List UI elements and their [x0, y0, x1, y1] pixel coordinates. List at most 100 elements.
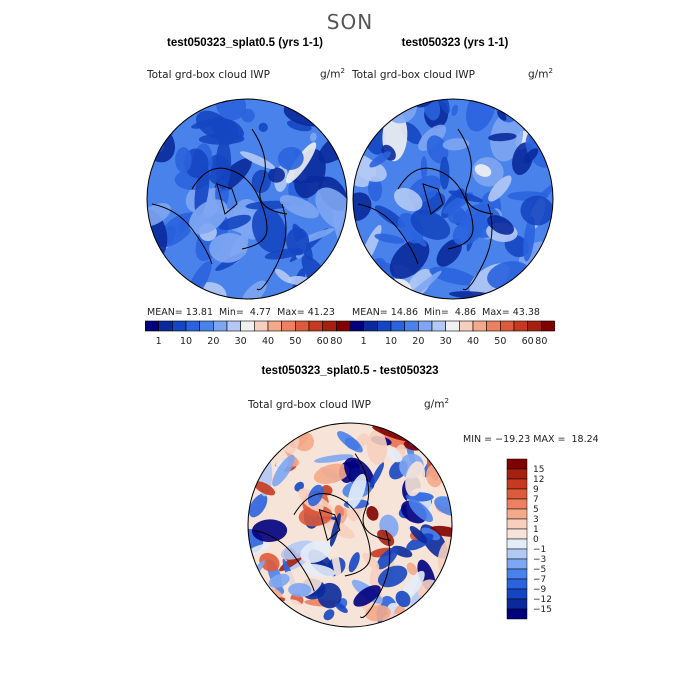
- left-max-label: Max=: [277, 307, 305, 318]
- field-patch: [353, 585, 381, 607]
- colorbar-swatch: [506, 558, 528, 570]
- field-patch: [376, 547, 399, 570]
- field-patch: [520, 275, 553, 299]
- field-patch: [435, 606, 452, 623]
- colorbar-tick-label: −12: [533, 595, 552, 605]
- field-patch: [279, 195, 320, 219]
- right-panel-title: test050323 (yrs 1-1): [401, 37, 509, 49]
- field-patch: [175, 147, 192, 173]
- colorbar-swatch: [390, 320, 405, 332]
- left-mean-label: MEAN=: [147, 307, 183, 318]
- colorbar-tick-label: 15: [533, 465, 544, 475]
- colorbar-swatch: [281, 320, 296, 332]
- colorbar-swatch: [472, 320, 487, 332]
- colorbar-tick-label: 40: [467, 336, 479, 347]
- field-patch: [474, 164, 492, 177]
- field-patch: [335, 99, 347, 113]
- colorbar-swatch: [506, 548, 528, 560]
- field-patch: [434, 619, 446, 627]
- coastline: [354, 453, 391, 541]
- field-patch: [147, 116, 162, 142]
- field-patch: [314, 454, 354, 463]
- field-patch: [277, 146, 304, 170]
- field-patch: [218, 214, 252, 231]
- colorbar-tick-label: 10: [385, 336, 397, 347]
- colorbar-tick-label: 12: [533, 475, 544, 485]
- colorbar-swatch: [459, 320, 474, 332]
- field-patch: [147, 203, 171, 227]
- right-colorbar-ticks: 1 10 20 30 40 50 60 80: [361, 336, 548, 347]
- diff-panel-title: test050323_splat0.5 - test050323: [261, 365, 439, 377]
- coastline: [191, 167, 268, 250]
- colorbar-tick-label: −3: [533, 555, 546, 565]
- field-patch: [451, 104, 459, 116]
- right-max-value: 43.38: [512, 307, 540, 318]
- field-patch: [147, 99, 170, 126]
- coastline: [422, 183, 444, 215]
- field-patch: [307, 484, 324, 507]
- field-patch: [452, 218, 484, 246]
- field-patch: [317, 582, 342, 609]
- field-patch: [300, 540, 332, 563]
- diff-minmax: MIN = −19.23 MAX = 18.24: [463, 434, 599, 445]
- field-patch: [209, 232, 248, 263]
- colorbar-tick-label: −15: [533, 605, 552, 615]
- field-patch: [410, 210, 451, 240]
- colorbar-swatch: [513, 320, 528, 332]
- right-max-label: Max=: [482, 307, 510, 318]
- field-patch: [368, 176, 383, 202]
- colorbar-swatch: [308, 320, 323, 332]
- colorbar-tick-label: 10: [180, 336, 192, 347]
- colorbar-swatch: [506, 458, 528, 470]
- field-patch: [248, 493, 268, 518]
- colorbar-tick-label: 30: [440, 336, 452, 347]
- field-patch: [501, 285, 536, 297]
- field-patch: [438, 423, 452, 443]
- colorbar-swatch: [506, 518, 528, 530]
- colorbar-swatch: [506, 488, 528, 500]
- colorbar-tick-label: 1: [361, 336, 367, 347]
- colorbar-swatch: [500, 320, 515, 332]
- colorbar-swatch: [199, 320, 214, 332]
- field-patch: [408, 499, 433, 523]
- field-patch: [409, 526, 428, 544]
- colorbar-tick-label: −9: [533, 585, 547, 595]
- colorbar-swatch: [226, 320, 241, 332]
- colorbar-swatch: [213, 320, 228, 332]
- left-panel-title: test050323_splat0.5 (yrs 1-1): [167, 37, 323, 49]
- field-patch: [395, 590, 411, 608]
- field-patch: [523, 99, 553, 118]
- field-patch: [253, 481, 276, 496]
- field-patch: [258, 122, 268, 132]
- colorbar-tick-label: 9: [533, 485, 539, 495]
- map-outline: [352, 98, 554, 300]
- colorbar-tick-label: −7: [533, 575, 546, 585]
- coastline: [357, 203, 419, 265]
- colorbar-swatch: [506, 528, 528, 540]
- coastline: [462, 203, 493, 291]
- field-patch: [372, 426, 410, 442]
- field-patch: [240, 151, 276, 170]
- field-patch: [440, 444, 452, 469]
- right-min-value: 4.86: [454, 307, 477, 318]
- colorbar-tick-label: 60: [522, 336, 534, 347]
- right-polar-map: [352, 98, 554, 300]
- field-patch: [188, 199, 228, 235]
- field-patch: [309, 132, 317, 142]
- colorbar-swatch: [445, 320, 460, 332]
- field-patch: [374, 205, 406, 228]
- colorbar-swatch: [404, 320, 419, 332]
- colorbar-tick-label: 30: [235, 336, 247, 347]
- field-patch: [520, 195, 553, 226]
- field-patch: [259, 597, 286, 611]
- field-patch: [197, 291, 208, 299]
- right-colorbar: [350, 320, 555, 332]
- field-patch: [420, 433, 452, 450]
- colorbar-swatch: [506, 568, 528, 580]
- field-patch: [241, 280, 267, 299]
- colorbar-swatch: [527, 320, 542, 332]
- colorbar-swatch: [267, 320, 282, 332]
- right-variable-label: Total grd-box cloud IWP: [352, 69, 476, 81]
- field-patch: [523, 216, 536, 262]
